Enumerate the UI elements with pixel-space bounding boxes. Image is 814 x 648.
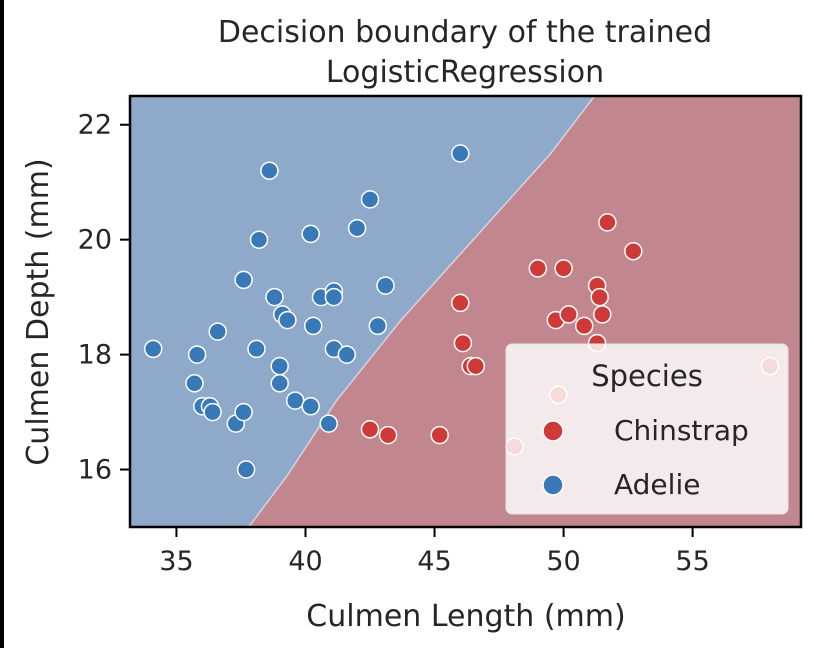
y-tick-label-20: 20 xyxy=(78,225,112,256)
x-tick-label-50: 50 xyxy=(546,546,580,577)
x-axis-label: Culmen Length (mm) xyxy=(306,599,625,634)
data-point-adelie xyxy=(285,391,305,410)
data-point-chinstrap xyxy=(466,356,486,376)
data-point-adelie xyxy=(301,397,320,416)
plot-area: Species Chinstrap Adelie xyxy=(128,94,803,529)
chart-title-line-1: Decision boundary of the trained xyxy=(218,15,712,50)
figure: Decision boundary of the trained Logisti… xyxy=(4,0,814,648)
data-point-adelie xyxy=(324,287,344,307)
data-point-chinstrap xyxy=(554,259,573,278)
y-tick-label-22: 22 xyxy=(78,110,112,141)
legend-marker-chinstrap xyxy=(542,420,564,442)
data-point-chinstrap xyxy=(590,287,609,307)
legend: Species Chinstrap Adelie xyxy=(505,343,789,515)
data-point-adelie xyxy=(236,460,256,479)
data-point-adelie xyxy=(143,339,163,359)
y-tick-label-18: 18 xyxy=(78,340,112,371)
data-point-chinstrap xyxy=(574,316,594,336)
data-point-adelie xyxy=(270,356,289,376)
data-point-adelie xyxy=(319,414,338,433)
chart-title-line-2: LogisticRegression xyxy=(326,55,604,90)
data-point-adelie xyxy=(303,316,323,336)
data-point-adelie xyxy=(260,161,279,180)
x-tick-label-40: 40 xyxy=(288,546,322,577)
x-tick-label-35: 35 xyxy=(159,546,193,577)
data-point-adelie xyxy=(185,374,204,393)
data-point-adelie xyxy=(203,402,222,422)
data-point-adelie xyxy=(208,322,227,341)
decision-boundary-line xyxy=(248,95,596,528)
data-point-adelie xyxy=(347,218,367,238)
legend-box xyxy=(505,343,789,515)
data-point-adelie xyxy=(234,270,253,290)
data-point-adelie xyxy=(270,374,289,393)
data-point-adelie xyxy=(234,402,253,422)
data-point-chinstrap xyxy=(430,425,449,445)
data-point-chinstrap xyxy=(360,420,380,439)
x-tick-label-45: 45 xyxy=(417,546,451,577)
y-tick-label-16: 16 xyxy=(78,455,112,486)
data-point-chinstrap xyxy=(559,305,578,324)
data-point-adelie xyxy=(247,339,266,359)
axes-frame xyxy=(128,94,803,529)
data-point-adelie xyxy=(301,224,320,244)
data-point-adelie xyxy=(337,345,357,364)
data-point-adelie xyxy=(360,190,380,209)
data-point-adelie xyxy=(249,230,269,249)
data-point-chinstrap xyxy=(528,259,548,278)
legend-title: Species xyxy=(591,359,703,393)
legend-label-chinstrap: Chinstrap xyxy=(614,414,749,447)
legend-marker-adelie xyxy=(542,474,564,496)
decision-boundary-chart: Decision boundary of the trained Logisti… xyxy=(21,15,803,634)
y-axis-label: Culmen Depth (mm) xyxy=(21,158,56,465)
data-point-adelie xyxy=(451,144,470,163)
data-point-adelie xyxy=(187,345,207,364)
data-point-adelie xyxy=(376,276,395,295)
data-point-chinstrap xyxy=(624,241,643,261)
data-point-adelie xyxy=(368,316,388,336)
data-point-chinstrap xyxy=(378,425,398,445)
data-point-adelie xyxy=(278,310,297,330)
data-point-chinstrap xyxy=(593,305,612,324)
x-tick-label-55: 55 xyxy=(675,546,709,577)
data-point-chinstrap xyxy=(451,293,470,313)
legend-label-adelie: Adelie xyxy=(614,468,700,501)
data-point-chinstrap xyxy=(453,333,473,353)
data-point-chinstrap xyxy=(598,213,617,232)
data-point-adelie xyxy=(265,287,284,307)
